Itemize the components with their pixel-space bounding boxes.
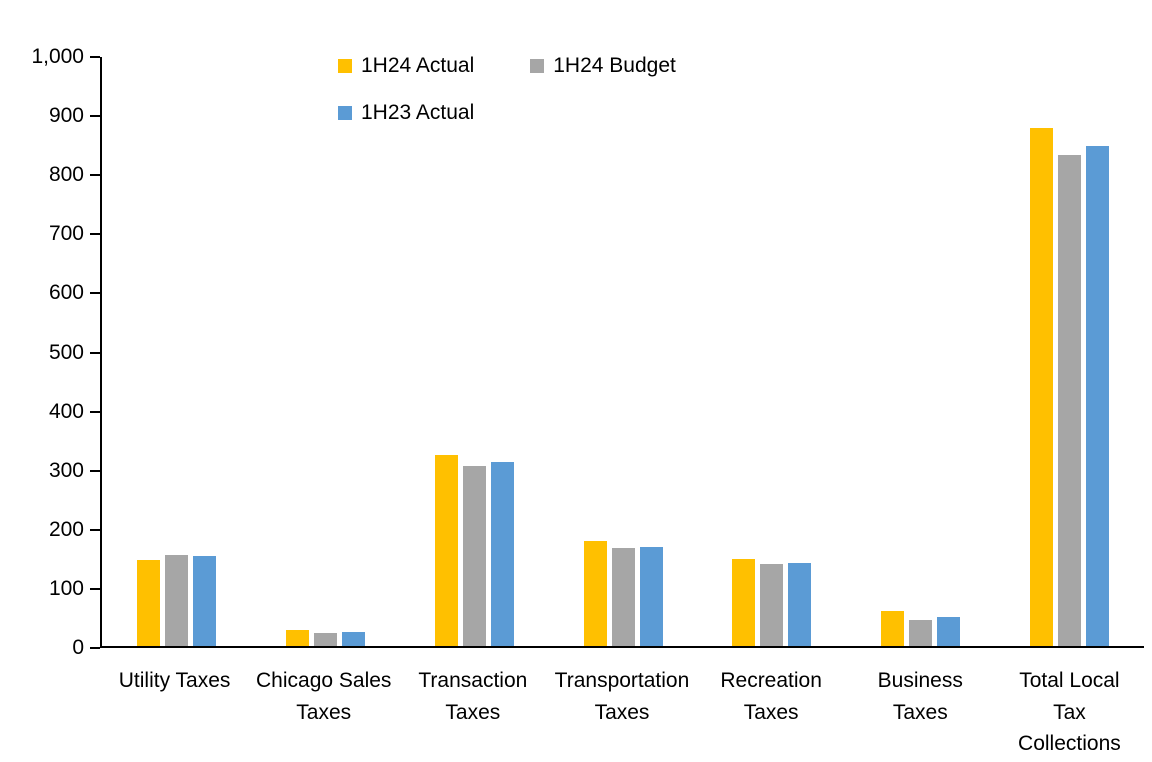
legend-item-1h23-actual: 1H23 Actual <box>338 101 474 125</box>
bar-1h23-actual <box>1086 145 1110 646</box>
legend-item-1h24-actual: 1H24 Actual <box>338 54 474 78</box>
bar-1h23-actual <box>937 616 961 646</box>
y-tick-mark <box>90 233 100 236</box>
x-category-label: Transaction Taxes <box>418 669 528 724</box>
legend-label-1h24-actual: 1H24 Actual <box>361 54 475 77</box>
bar-1h24-actual <box>434 454 458 646</box>
bar-1h23-actual <box>341 631 365 646</box>
bar-1h23-actual <box>192 556 216 646</box>
bar-groups <box>102 57 1144 646</box>
y-tick-label: 1,000 <box>31 45 84 68</box>
y-tick-label: 200 <box>48 517 84 541</box>
x-category-label: Chicago Sales Taxes <box>256 669 392 724</box>
y-tick-label: 900 <box>48 104 84 128</box>
bar-group <box>846 57 995 646</box>
bar-1h24-budget <box>1058 154 1082 646</box>
legend: 1H24 Actual 1H24 Budget 1H23 Actual <box>338 54 676 125</box>
bar-1h24-actual <box>583 541 607 646</box>
y-tick-mark <box>90 647 100 649</box>
y-tick-label: 500 <box>48 340 84 364</box>
y-axis-tick-marks <box>90 56 100 649</box>
y-tick-label: 300 <box>48 458 84 482</box>
legend-swatch-1h23-actual <box>338 106 352 120</box>
bar-1h24-actual <box>1030 127 1054 646</box>
x-category-label: Business Taxes <box>877 669 963 724</box>
legend-row-2: 1H23 Actual <box>338 101 676 125</box>
bar-1h23-actual <box>788 562 812 646</box>
legend-swatch-1h24-actual <box>338 59 352 73</box>
bar-1h24-budget <box>313 633 337 646</box>
x-category-label: Recreation Taxes <box>720 669 822 724</box>
bar-group <box>697 57 846 646</box>
y-tick-mark <box>90 351 100 354</box>
x-axis-labels: Utility Taxes Chicago Sales Taxes Transact… <box>100 665 1144 760</box>
legend-label-1h24-budget: 1H24 Budget <box>553 54 676 77</box>
legend-swatch-1h24-budget <box>530 59 545 73</box>
bar-1h24-actual <box>285 630 309 646</box>
y-tick-mark <box>90 469 100 472</box>
bar-1h24-budget <box>164 554 188 646</box>
x-category-label: Total Local Tax Collections <box>1018 669 1121 755</box>
y-tick-label: 700 <box>48 222 84 246</box>
y-tick-label: 0 <box>72 636 84 659</box>
bar-group <box>102 57 251 646</box>
legend-row-1: 1H24 Actual 1H24 Budget <box>338 54 676 78</box>
y-tick-mark <box>90 528 100 531</box>
y-tick-mark <box>90 115 100 118</box>
bar-1h24-budget <box>909 619 933 646</box>
bar-1h24-actual <box>881 610 905 646</box>
y-tick-mark <box>90 174 100 177</box>
y-tick-label: 600 <box>48 281 84 305</box>
y-tick-mark <box>90 56 100 58</box>
y-tick-mark <box>90 292 100 295</box>
plot-area: 1H24 Actual 1H24 Budget 1H23 Actual <box>100 54 1144 648</box>
y-tick-label: 100 <box>48 576 84 600</box>
bar-1h24-budget <box>611 547 635 646</box>
bar-1h23-actual <box>490 461 514 646</box>
y-tick-label: 400 <box>48 399 84 423</box>
bar-1h24-actual <box>732 559 756 646</box>
y-tick-label: 800 <box>48 163 84 187</box>
bar-1h23-actual <box>639 547 663 646</box>
bar-group <box>549 57 698 646</box>
bar-1h24-budget <box>462 465 486 646</box>
bar-group <box>251 57 400 646</box>
bar-group <box>400 57 549 646</box>
legend-label-1h23-actual: 1H23 Actual <box>361 101 475 124</box>
bar-group <box>995 57 1144 646</box>
legend-item-1h24-budget: 1H24 Budget <box>530 54 676 78</box>
y-tick-mark <box>90 410 100 413</box>
x-category-label: Utility Taxes <box>118 669 231 692</box>
bar-1h24-actual <box>136 560 160 646</box>
bar-1h24-budget <box>760 563 784 646</box>
x-category-label: Transportation Taxes <box>554 669 690 724</box>
y-axis-labels: 0 100 200 300 400 500 600 700 800 900 1,000 <box>0 45 84 659</box>
y-tick-mark <box>90 587 100 590</box>
